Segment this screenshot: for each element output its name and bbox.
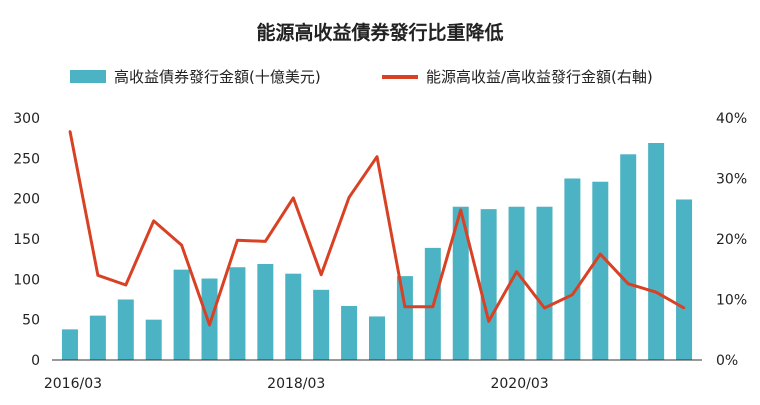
bar-17 bbox=[536, 206, 553, 360]
bar-0 bbox=[61, 329, 78, 360]
chart-title: 能源高收益債券發行比重降低 bbox=[256, 22, 504, 44]
line-point-16 bbox=[515, 270, 518, 273]
line-point-18 bbox=[571, 293, 574, 296]
bar-14 bbox=[452, 206, 469, 360]
legend-item-bar: 高收益債券發行金額(十億美元) bbox=[70, 66, 321, 87]
bar-7 bbox=[257, 264, 274, 360]
x-tick-label-0: 2016/03 bbox=[44, 376, 102, 392]
line-point-17 bbox=[543, 306, 546, 310]
line-point-0 bbox=[68, 130, 72, 133]
line-point-21 bbox=[654, 291, 658, 294]
bar-3 bbox=[145, 319, 162, 360]
right-tick-label-4: 40% bbox=[716, 111, 747, 127]
line-series bbox=[68, 131, 685, 327]
left-tick-label-4: 200 bbox=[13, 192, 40, 208]
line-point-14 bbox=[459, 208, 462, 212]
bar-4 bbox=[173, 269, 190, 360]
left-tick-label-2: 100 bbox=[13, 272, 40, 288]
bar-16 bbox=[508, 206, 525, 360]
legend-bar-label: 高收益債券發行金額(十億美元) bbox=[114, 68, 321, 86]
bar-19 bbox=[592, 181, 609, 360]
line-point-3 bbox=[152, 219, 155, 223]
bar-10 bbox=[341, 305, 358, 360]
right-tick-label-2: 20% bbox=[716, 232, 747, 248]
line-point-7 bbox=[264, 240, 267, 243]
line-point-12 bbox=[403, 305, 407, 308]
bar-22 bbox=[676, 199, 693, 360]
right-tick-label-0: 0% bbox=[716, 353, 738, 369]
line-point-13 bbox=[431, 305, 435, 308]
line-point-19 bbox=[599, 252, 602, 256]
left-tick-label-6: 300 bbox=[13, 111, 40, 127]
legend-bar-swatch bbox=[70, 70, 106, 83]
bar-8 bbox=[285, 273, 302, 360]
bar-2 bbox=[117, 299, 134, 360]
left-tick-label-5: 250 bbox=[13, 151, 40, 167]
bar-18 bbox=[564, 178, 581, 360]
right-tick-label-3: 30% bbox=[716, 172, 747, 188]
line-point-10 bbox=[347, 196, 351, 199]
line-point-2 bbox=[124, 283, 127, 287]
bar-5 bbox=[201, 278, 218, 360]
bar-21 bbox=[648, 143, 665, 360]
line-point-1 bbox=[96, 274, 100, 277]
line-point-20 bbox=[627, 282, 630, 285]
line-point-15 bbox=[487, 320, 490, 323]
legend: 高收益債券發行金額(十億美元) 能源高收益/高收益發行金額(右軸) bbox=[0, 66, 760, 88]
left-tick-label-1: 50 bbox=[22, 313, 40, 329]
legend-line-label: 能源高收益/高收益發行金額(右軸) bbox=[426, 68, 653, 86]
x-tick-label-1: 2018/03 bbox=[267, 376, 325, 392]
line-point-6 bbox=[236, 239, 239, 242]
left-tick-label-0: 0 bbox=[31, 353, 40, 369]
line-point-5 bbox=[208, 323, 211, 327]
x-tick-label-2: 2020/03 bbox=[490, 376, 548, 392]
legend-line-swatch bbox=[382, 74, 418, 79]
bar-20 bbox=[620, 154, 637, 360]
legend-item-line: 能源高收益/高收益發行金額(右軸) bbox=[382, 66, 653, 87]
bar-11 bbox=[369, 316, 385, 360]
bar-9 bbox=[313, 289, 330, 360]
line-point-22 bbox=[682, 306, 686, 310]
left-tick-label-3: 150 bbox=[13, 232, 40, 248]
right-tick-label-1: 10% bbox=[716, 293, 747, 309]
line-point-4 bbox=[180, 243, 183, 247]
line-point-9 bbox=[319, 273, 323, 276]
line-point-8 bbox=[292, 196, 295, 200]
bar-12 bbox=[396, 276, 413, 360]
bar-1 bbox=[89, 315, 106, 360]
bar-6 bbox=[229, 267, 246, 360]
bar-15 bbox=[480, 209, 497, 360]
line-point-11 bbox=[375, 155, 379, 158]
